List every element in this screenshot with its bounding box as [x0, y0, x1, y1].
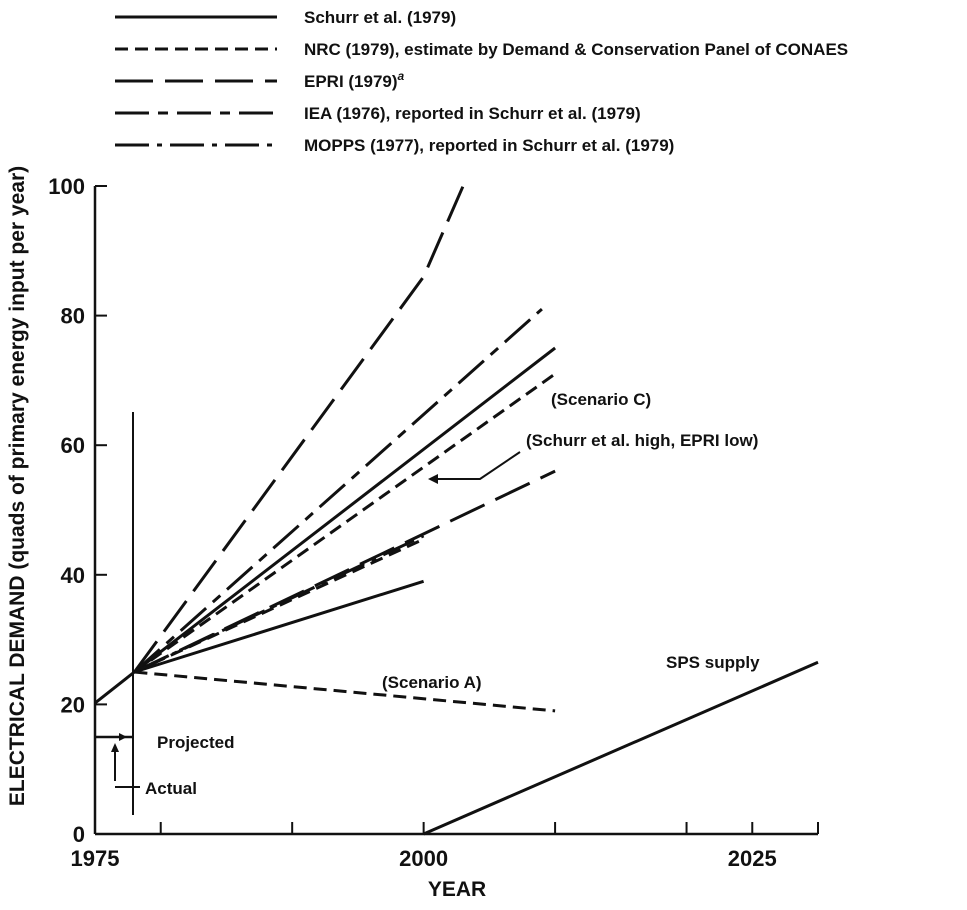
- ticks: 0 20 40 60 80 100 1975 2000 2025: [48, 174, 819, 871]
- series-line-longdashdot: [133, 534, 425, 674]
- legend-label: NRC (1979), estimate by Demand & Conserv…: [304, 40, 848, 59]
- y-tick-label: 0: [73, 822, 85, 847]
- projected-arrowhead: [119, 733, 127, 741]
- axes: [93, 186, 818, 836]
- y-axis-title: ELECTRICAL DEMAND (quads of primary ener…: [6, 166, 29, 806]
- series-line-longdashdash: [133, 307, 543, 674]
- x-tick-label: 2025: [728, 846, 777, 871]
- x-tick-label: 2000: [399, 846, 448, 871]
- series-line-longdash: [133, 185, 465, 673]
- sps-supply-label: SPS supply: [666, 653, 760, 672]
- series-line-dashed: [133, 372, 556, 674]
- y-tick-label: 100: [48, 174, 85, 199]
- scenario-a-label: (Scenario A): [382, 673, 482, 692]
- x-tick-label: 1975: [71, 846, 120, 871]
- legend-label: EPRI (1979)a: [304, 69, 405, 91]
- actual-label: Actual: [145, 779, 197, 798]
- legend-label: IEA (1976), reported in Schurr et al. (1…: [304, 104, 641, 123]
- legend-label: MOPPS (1977), reported in Schurr et al. …: [304, 136, 674, 155]
- legend-label: Schurr et al. (1979): [304, 8, 456, 27]
- series-line-solid: [133, 579, 425, 674]
- schurr-high-label: (Schurr et al. high, EPRI low): [526, 431, 758, 450]
- projected-label: Projected: [157, 733, 234, 752]
- schurr-high-arrowhead: [428, 474, 438, 484]
- schurr-high-leader: [436, 451, 521, 480]
- y-tick-label: 40: [61, 563, 85, 588]
- actual-arrowhead: [111, 743, 119, 752]
- y-tick-label: 80: [61, 304, 85, 329]
- scenario-c-label: (Scenario C): [551, 390, 651, 409]
- series-line-solid: [133, 346, 557, 674]
- x-axis-title: YEAR: [428, 878, 486, 901]
- series-line-dashed: [134, 670, 556, 713]
- y-tick-label: 60: [61, 433, 85, 458]
- series: [94, 185, 819, 836]
- series-line-dashed: [133, 537, 425, 674]
- legend-superscript: a: [398, 69, 405, 83]
- series-line-solid: [94, 670, 136, 705]
- series-line-solid: [423, 660, 819, 836]
- legend: Schurr et al. (1979) NRC (1979), estimate…: [115, 8, 848, 155]
- annotations: (Scenario C) (Schurr et al. high, EPRI l…: [95, 390, 760, 815]
- y-tick-label: 20: [61, 692, 85, 717]
